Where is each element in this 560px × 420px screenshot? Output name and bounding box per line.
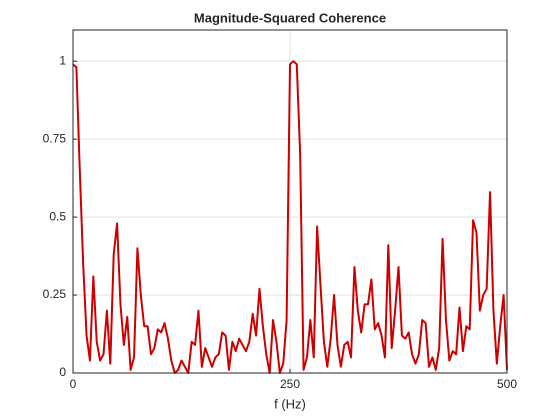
y-tick-label: 1 bbox=[59, 53, 66, 67]
chart-title: Magnitude-Squared Coherence bbox=[194, 10, 386, 25]
data-line bbox=[72, 60, 508, 374]
x-tick-label: 250 bbox=[280, 377, 300, 391]
axes-box bbox=[72, 29, 508, 374]
y-tick-label: 0.75 bbox=[43, 131, 67, 145]
y-tick-label: 0.5 bbox=[49, 209, 66, 223]
y-tick-label: 0 bbox=[59, 365, 66, 379]
x-tick-label: 500 bbox=[497, 377, 517, 391]
y-tick-label: 0.25 bbox=[43, 287, 67, 301]
x-axis-label: f (Hz) bbox=[274, 396, 306, 411]
x-tick-label: 0 bbox=[70, 377, 77, 391]
